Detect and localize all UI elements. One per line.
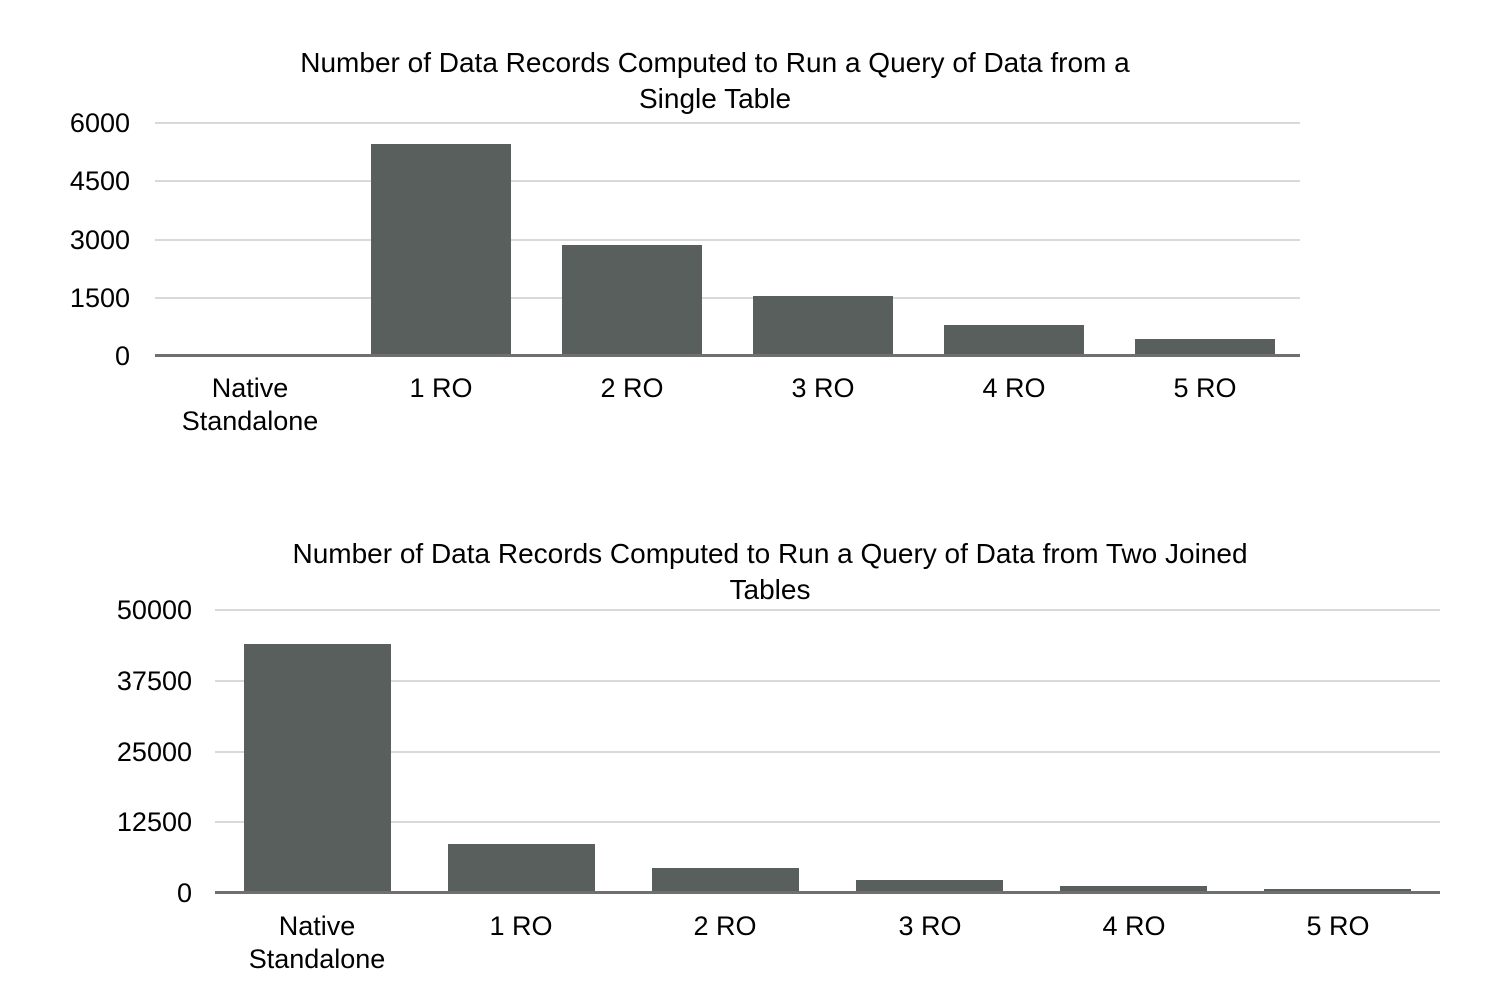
gridline-y12500	[215, 821, 1440, 824]
x-axis-category-label: Native Standalone	[181, 373, 319, 436]
y-axis-tick-label: 0	[176, 878, 192, 908]
bar-4-ro	[944, 325, 1084, 356]
gridline-y4500	[155, 180, 1300, 183]
bar-3-ro	[856, 880, 1003, 893]
x-axis-category-label: 1 RO	[489, 911, 553, 941]
bar-5-ro	[1135, 339, 1275, 356]
bar-native-standalone	[244, 644, 391, 893]
y-axis-tick-label: 0	[114, 341, 130, 371]
gridline-y37500	[215, 679, 1440, 682]
x-axis-category-label: 3 RO	[791, 373, 855, 403]
bar-4-ro	[1060, 886, 1207, 893]
gridline-y6000	[155, 122, 1300, 124]
chart-title-single-table: Number of Data Records Computed to Run a…	[165, 45, 1265, 117]
x-axis-category-label: 2 RO	[693, 911, 757, 941]
plot-area-two-joined-tables	[215, 609, 1440, 894]
x-axis-category-label: 3 RO	[898, 911, 962, 941]
chart-title-line: Number of Data Records Computed to Run a…	[300, 47, 1130, 78]
bar-2-ro	[652, 868, 799, 893]
y-axis-tick-label: 6000	[69, 108, 130, 138]
chart-title-line: Single Table	[638, 83, 792, 114]
y-axis-tick-label: 50000	[116, 595, 192, 625]
chart-title-two-joined-tables: Number of Data Records Computed to Run a…	[170, 536, 1370, 608]
bar-3-ro	[753, 296, 893, 356]
x-axis-category-label: 1 RO	[409, 373, 473, 403]
gridline-y50000	[215, 609, 1440, 611]
bar-1-ro	[448, 844, 595, 893]
plot-area-single-table	[155, 122, 1300, 357]
chart-title-line: Number of Data Records Computed to Run a…	[292, 538, 1248, 569]
x-axis-category-label: 2 RO	[600, 373, 664, 403]
chart-title-line: Tables	[729, 574, 811, 605]
bar-1-ro	[371, 144, 511, 356]
x-axis-category-label: 4 RO	[982, 373, 1046, 403]
y-axis-tick-label: 1500	[69, 282, 130, 313]
x-axis-category-label: 5 RO	[1173, 373, 1237, 403]
y-axis-tick-label: 3000	[69, 224, 130, 255]
y-axis-tick-label: 37500	[116, 665, 192, 696]
x-axis-category-label: 4 RO	[1102, 911, 1166, 941]
y-axis-tick-label: 12500	[116, 807, 192, 838]
gridline-y25000	[215, 750, 1440, 753]
gridline-y3000	[155, 238, 1300, 241]
x-axis-category-label: Native Standalone	[248, 911, 386, 974]
x-axis-category-label: 5 RO	[1306, 911, 1370, 941]
x-axis-baseline	[155, 354, 1300, 357]
y-axis-tick-label: 4500	[69, 166, 130, 197]
bar-2-ro	[562, 245, 702, 356]
y-axis-tick-label: 25000	[116, 736, 192, 767]
gridline-y1500	[155, 296, 1300, 299]
x-axis-baseline	[215, 891, 1440, 894]
